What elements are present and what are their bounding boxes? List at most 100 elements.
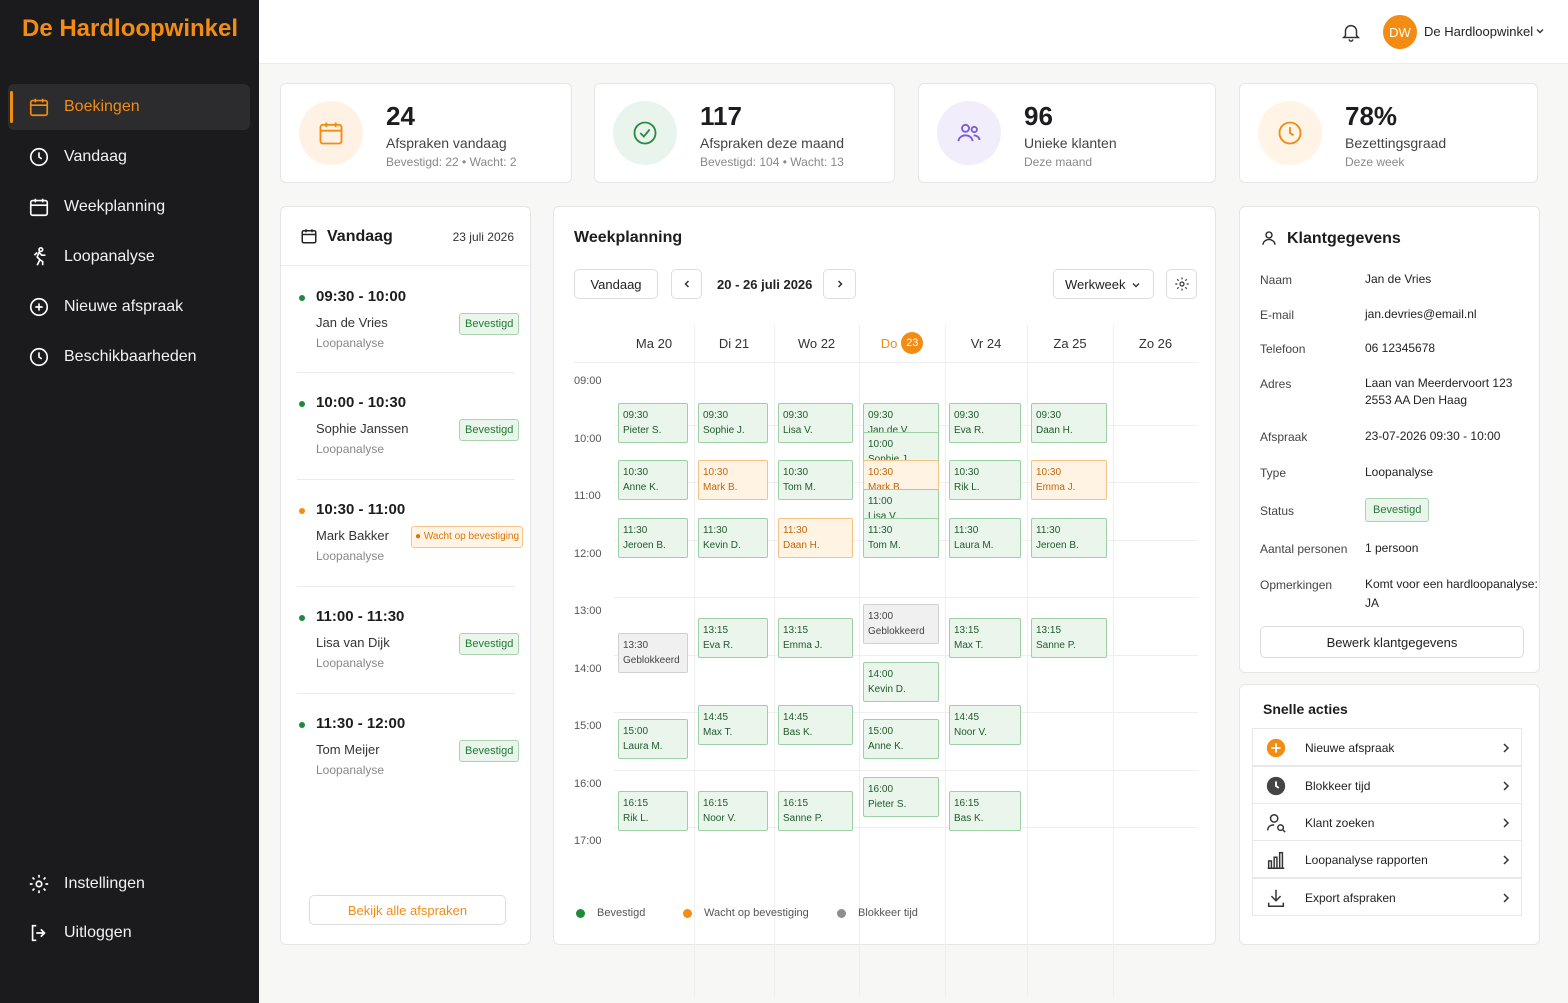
calendar-event[interactable]: 15:00 Anne K.	[863, 719, 939, 759]
grid-line	[574, 362, 1198, 363]
blocked-time-slot[interactable]: 13:00 Geblokkeerd	[863, 604, 939, 644]
blocked-time-slot[interactable]: 13:30 Geblokkeerd	[618, 632, 688, 673]
brand-logo[interactable]: De Hardloopwinkel	[22, 15, 239, 42]
event-name: Tom M.	[783, 482, 816, 494]
sidebar-item-uitloggen[interactable]: Uitloggen	[8, 910, 250, 956]
edit-customer-button[interactable]: Bewerk klantgegevens	[1260, 626, 1524, 658]
field-value[interactable]: jan.devries@email.nl	[1365, 307, 1477, 321]
sidebar-item-nieuwe-afspraak[interactable]: Nieuwe afspraak	[8, 284, 250, 330]
calendar-event[interactable]: 14:45 Noor V.	[949, 704, 1021, 745]
calendar-event[interactable]: 13:15 Eva R.	[698, 618, 768, 659]
day-header-label: Do	[880, 335, 898, 351]
today-title: Vandaag	[327, 228, 393, 245]
calendar-event[interactable]: 16:15 Rik L.	[618, 790, 688, 831]
status-badge: Bevestigd	[459, 633, 520, 655]
sidebar-item-weekplanning[interactable]: Weekplanning	[8, 184, 250, 230]
calendar-event[interactable]: 10:30 Emma J.	[1031, 460, 1107, 501]
avatar[interactable]: DW	[1383, 15, 1417, 49]
bar-chart-icon	[1267, 851, 1285, 869]
hour-label: 13:00	[574, 605, 602, 617]
calendar-icon	[29, 98, 49, 117]
stat-sub: Deze maand	[1024, 155, 1093, 169]
appointment-name: Jan de Vries	[316, 315, 388, 330]
calendar-event[interactable]: 09:30 Sophie J.	[698, 402, 768, 443]
field-label: Opmerkingen	[1260, 578, 1333, 592]
event-name: Lisa V.	[783, 424, 813, 436]
calendar-event[interactable]: 10:30 Anne K.	[618, 460, 688, 501]
status-dot	[299, 508, 305, 514]
calendar-event[interactable]: 13:15 Sanne P.	[1031, 618, 1107, 659]
quick-action-label: Blokkeer tijd	[1305, 779, 1371, 793]
field-value: Komt voor een hardloopanalyse:	[1365, 577, 1538, 591]
sidebar-item-vandaag[interactable]: Vandaag	[8, 134, 250, 180]
day-header: Di 21	[718, 335, 750, 351]
quick-action-klant-zoeken[interactable]: Klant zoeken	[1252, 803, 1522, 841]
event-time: 11:30	[783, 524, 808, 536]
grid-line	[614, 712, 1198, 713]
calendar-event[interactable]: 14:45 Bas K.	[778, 704, 853, 745]
stat-card-bezettingsgraad: 78% Bezettingsgraad Deze week	[1239, 83, 1538, 183]
calendar-event[interactable]: 16:15 Bas K.	[949, 790, 1021, 831]
bell-icon[interactable]	[1340, 20, 1362, 44]
event-name: Bas K.	[954, 812, 984, 824]
sidebar-item-beschikbaarheden[interactable]: Beschikbaarheden	[8, 334, 250, 380]
calendar-event[interactable]: 16:15 Noor V.	[698, 790, 768, 831]
calendar-event[interactable]: 11:30 Jeroen B.	[1031, 517, 1107, 558]
chevron-left-icon	[683, 280, 689, 288]
check-circle-icon	[633, 121, 657, 145]
calendar-event[interactable]: 16:00 Pieter S.	[863, 776, 939, 817]
event-time: 10:30	[868, 467, 894, 479]
next-week-button[interactable]	[823, 269, 856, 299]
chevron-down-icon[interactable]	[1535, 26, 1545, 36]
user-name[interactable]: De Hardloopwinkel	[1424, 24, 1534, 39]
calendar-event[interactable]: 13:15 Emma J.	[778, 618, 853, 659]
appointment-name: Sophie Janssen	[316, 421, 409, 436]
calendar-event[interactable]: 09:30 Lisa V.	[778, 402, 853, 443]
calendar-event[interactable]: 14:00 Kevin D.	[863, 661, 939, 702]
legend-dot	[837, 908, 846, 918]
day-header: Vr 24	[970, 335, 1002, 351]
today-date-badge: 23	[901, 332, 924, 354]
appointment-time: 10:30 - 11:00	[316, 501, 406, 518]
sidebar-item-boekingen[interactable]: Boekingen	[8, 84, 250, 130]
calendar-event[interactable]: 09:30 Eva R.	[949, 402, 1021, 443]
quick-action-loopanalyse-rapporten[interactable]: Loopanalyse rapporten	[1252, 840, 1522, 878]
view-all-appointments-button[interactable]: Bekijk alle afspraken	[309, 895, 506, 925]
calendar-event[interactable]: 16:15 Sanne P.	[778, 790, 853, 831]
calendar-settings-button[interactable]	[1166, 269, 1197, 299]
today-button[interactable]: Vandaag	[574, 269, 658, 299]
calendar-event[interactable]: 11:30 Laura M.	[949, 517, 1021, 558]
view-select[interactable]: Werkweek	[1053, 269, 1154, 299]
plus-circle-icon	[29, 297, 49, 317]
calendar-event[interactable]: 09:30 Pieter S.	[618, 402, 688, 443]
field-value: Jan de Vries	[1365, 272, 1432, 286]
calendar-event[interactable]: 13:15 Max T.	[949, 618, 1021, 659]
grid-line	[614, 597, 1198, 598]
sidebar-item-label: Weekplanning	[64, 198, 166, 215]
quick-action-export-afspraken[interactable]: Export afspraken	[1252, 878, 1522, 916]
calendar-event[interactable]: 10:30 Tom M.	[778, 460, 853, 501]
quick-action-blokkeer-tijd[interactable]: Blokkeer tijd	[1252, 766, 1522, 804]
calendar-event[interactable]: 11:30 Jeroen B.	[618, 517, 688, 558]
stat-value: 78%	[1345, 101, 1398, 131]
calendar-event[interactable]: 10:30 Mark B.	[698, 460, 768, 501]
field-label: Aantal personen	[1260, 542, 1348, 556]
sidebar-item-loopanalyse[interactable]: Loopanalyse	[8, 234, 250, 280]
field-value-line2: JA	[1365, 596, 1380, 610]
calendar-event[interactable]: 11:30 Kevin D.	[698, 517, 768, 558]
calendar-event[interactable]: 11:30 Tom M.	[863, 517, 939, 558]
event-name: Bas K.	[783, 726, 813, 738]
sidebar-item-instellingen[interactable]: Instellingen	[8, 861, 250, 907]
event-name: Daan H.	[1036, 424, 1073, 436]
prev-week-button[interactable]	[671, 269, 702, 299]
calendar-event[interactable]: 14:45 Max T.	[698, 704, 768, 745]
calendar-event[interactable]: 09:30 Daan H.	[1031, 402, 1107, 443]
divider	[297, 693, 515, 694]
quick-action-nieuwe-afspraak[interactable]: Nieuwe afspraak	[1252, 728, 1522, 766]
appointment-time: 11:30 - 12:00	[316, 715, 406, 732]
calendar-event[interactable]: 11:30 Daan H.	[778, 517, 853, 558]
calendar-event[interactable]: 10:30 Rik L.	[949, 460, 1021, 501]
event-time: 13:15	[703, 625, 729, 637]
clock-icon	[29, 347, 49, 367]
calendar-event[interactable]: 15:00 Laura M.	[618, 719, 688, 759]
